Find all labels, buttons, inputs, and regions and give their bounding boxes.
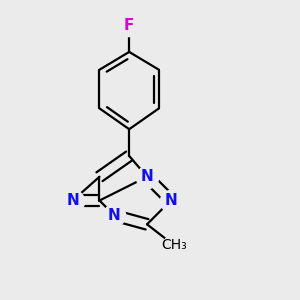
- Text: N: N: [141, 169, 153, 184]
- Text: N: N: [108, 208, 121, 223]
- Text: N: N: [66, 193, 79, 208]
- Text: CH₃: CH₃: [161, 238, 187, 252]
- Text: F: F: [124, 18, 134, 33]
- Text: N: N: [164, 193, 177, 208]
